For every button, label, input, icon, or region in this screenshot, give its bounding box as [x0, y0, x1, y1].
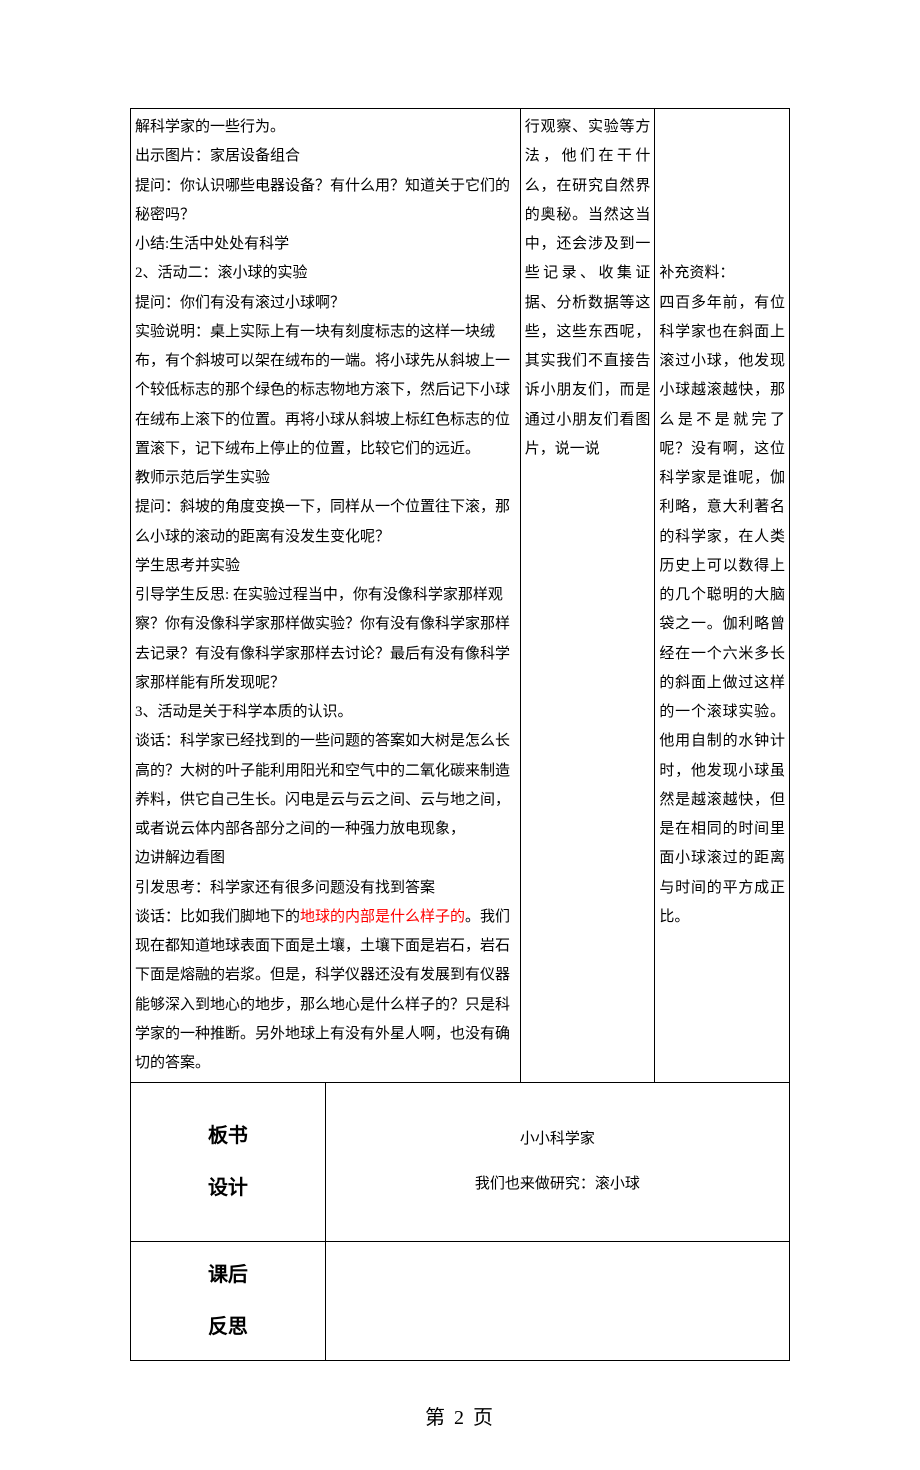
main-tail-pre: 谈话：比如我们脚地下的 [135, 909, 300, 925]
board-design-label: 板书 设计 [131, 1083, 326, 1242]
reflection-content [325, 1242, 789, 1361]
page-number: 第 2 页 [0, 1401, 920, 1470]
reflection-row: 课后 反思 [131, 1242, 790, 1361]
board-line-1: 小小科学家 [330, 1117, 785, 1162]
page-container: 解科学家的一些行为。 出示图片：家居设备组合 提问：你认识哪些电器设备？有什么用… [0, 0, 920, 1401]
right-content-cell: 补充资料： 四百多年前，有位科学家也在斜面上滚过小球，他发现小球越滚越快，那么是… [655, 109, 790, 1083]
content-row: 解科学家的一些行为。 出示图片：家居设备组合 提问：你认识哪些电器设备？有什么用… [131, 109, 790, 1083]
reflection-label: 课后 反思 [131, 1242, 326, 1361]
main-content-cell: 解科学家的一些行为。 出示图片：家居设备组合 提问：你认识哪些电器设备？有什么用… [131, 109, 521, 1083]
board-design-row: 板书 设计 小小科学家 我们也来做研究：滚小球 [131, 1083, 790, 1242]
main-text: 解科学家的一些行为。 出示图片：家居设备组合 提问：你认识哪些电器设备？有什么用… [135, 119, 510, 896]
mid-text: 行观察、实验等方法，他们在干什么，在研究自然界的奥秘。当然这当中，还会涉及到一些… [525, 119, 651, 457]
main-red-text: 地球的内部是什么样子的 [300, 909, 465, 925]
main-tail-post: 。我们现在都知道地球表面下面是土壤，土壤下面是岩石，岩石下面是熔融的岩浆。但是，… [135, 909, 510, 1071]
right-text: 补充资料： 四百多年前，有位科学家也在斜面上滚过小球，他发现小球越滚越快，那么是… [659, 265, 785, 925]
board-design-content: 小小科学家 我们也来做研究：滚小球 [325, 1083, 789, 1242]
board-line-2: 我们也来做研究：滚小球 [330, 1162, 785, 1207]
lesson-plan-table: 解科学家的一些行为。 出示图片：家居设备组合 提问：你认识哪些电器设备？有什么用… [130, 108, 790, 1361]
mid-content-cell: 行观察、实验等方法，他们在干什么，在研究自然界的奥秘。当然这当中，还会涉及到一些… [520, 109, 655, 1083]
